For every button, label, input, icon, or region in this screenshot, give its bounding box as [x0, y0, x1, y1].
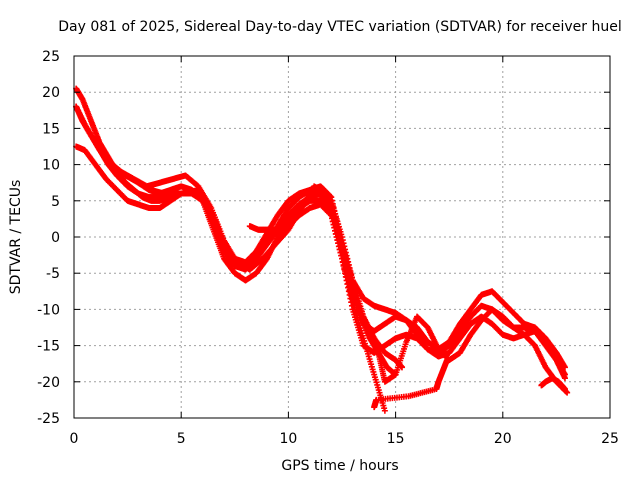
x-tick-label: 15 — [387, 431, 405, 447]
data-point — [323, 190, 330, 197]
x-tick-label: 10 — [279, 431, 297, 447]
y-tick-label: -25 — [37, 411, 60, 427]
data-point — [381, 407, 388, 414]
data-point — [561, 386, 568, 393]
y-tick-label: -20 — [37, 375, 60, 391]
y-tick-label: -15 — [37, 339, 60, 355]
y-tick-label: 10 — [42, 158, 60, 174]
series-track-9 — [371, 357, 451, 411]
y-tick-label: -5 — [46, 266, 60, 282]
x-tick-label: 20 — [494, 431, 512, 447]
x-tick-label: 0 — [70, 431, 79, 447]
y-tick-label: 5 — [51, 194, 60, 210]
data-point — [392, 371, 399, 378]
y-tick-label: 0 — [51, 230, 60, 246]
grid — [74, 56, 610, 418]
x-axis-label: GPS time / hours — [281, 458, 398, 474]
y-tick-label: 15 — [42, 121, 60, 137]
series-track-8 — [538, 375, 568, 393]
ticks — [73, 55, 611, 419]
series-track-4 — [73, 103, 571, 396]
data-marks — [73, 85, 571, 414]
series-track-7 — [246, 190, 399, 378]
data-point — [564, 389, 571, 396]
tick-labels: 0 5 10 15 20 25 -25 -20 -15 -10 -5 0 5 10 15 20 25 — [37, 49, 619, 447]
series-track-3 — [73, 143, 568, 378]
data-point — [561, 375, 568, 382]
data-point — [444, 357, 451, 364]
x-tick-label: 5 — [177, 431, 186, 447]
y-tick-label: -10 — [37, 302, 60, 318]
x-tick-label: 25 — [601, 431, 619, 447]
y-tick-label: 20 — [42, 85, 60, 101]
y-axis-label: SDTVAR / TECUs — [8, 180, 24, 295]
y-tick-label: 25 — [42, 49, 60, 65]
chart-title: Day 081 of 2025, Sidereal Day-to-day VTE… — [58, 19, 621, 35]
